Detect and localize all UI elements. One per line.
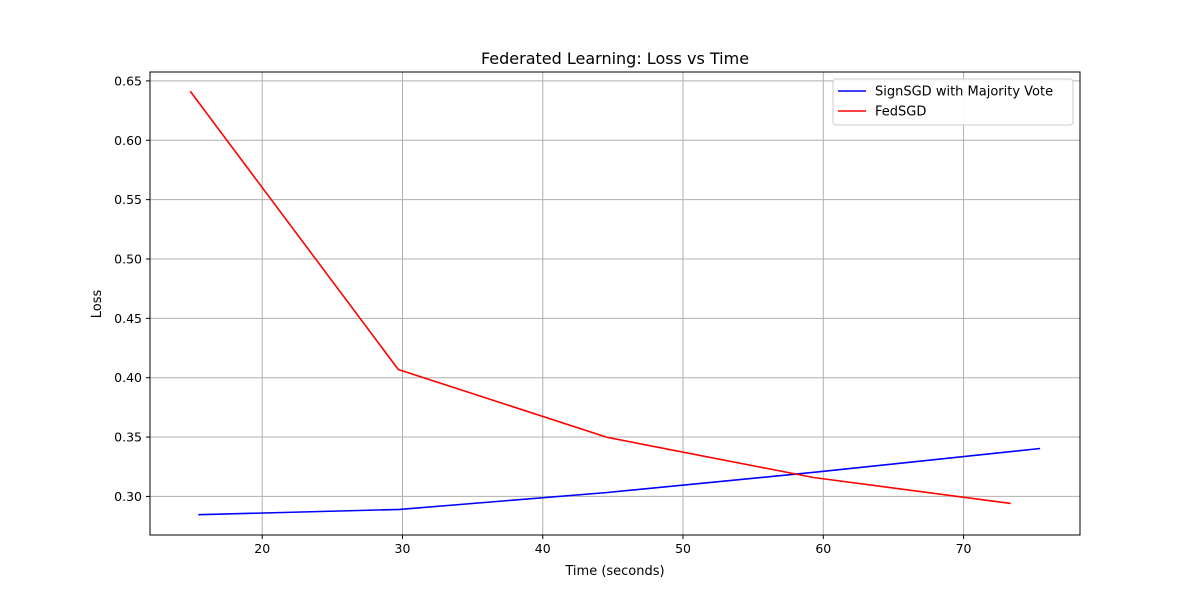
x-tick-label: 40: [535, 541, 551, 556]
series-line-2: [189, 90, 1011, 505]
y-tick-label: 0.40: [114, 370, 142, 385]
y-tick-label: 0.35: [114, 430, 142, 445]
x-tick-label: 50: [675, 541, 691, 556]
x-tick-label: 60: [815, 541, 831, 556]
legend-label-1: SignSGD with Majority Vote: [875, 85, 1053, 100]
y-tick-label: 0.60: [114, 133, 142, 148]
y-tick-label: 0.30: [114, 489, 142, 504]
chart-title: Federated Learning: Loss vs Time: [481, 49, 749, 68]
y-axis-label: Loss: [90, 290, 105, 319]
x-tick-label: 70: [956, 541, 972, 556]
legend-box: [832, 78, 1074, 126]
axis-ticks: 20 30 40 50 60 70 0.30 0.35 0.40 0.45 0.50 0.55 0.60…: [114, 73, 971, 556]
legend: SignSGD with Majority Vote FedSGD: [832, 78, 1074, 126]
y-tick-label: 0.50: [114, 251, 142, 266]
plot-area-frame: [149, 71, 1081, 536]
y-tick-label: 0.55: [114, 192, 142, 207]
x-tick-label: 30: [395, 541, 411, 556]
legend-label-2: FedSGD: [875, 105, 926, 120]
series-line-1: [198, 447, 1041, 516]
y-tick-label: 0.65: [114, 73, 142, 88]
grid: [150, 72, 1080, 535]
x-axis-label: Time (seconds): [564, 564, 664, 579]
series-lines: [189, 90, 1041, 516]
x-tick-label: 20: [254, 541, 270, 556]
y-tick-label: 0.45: [114, 311, 142, 326]
